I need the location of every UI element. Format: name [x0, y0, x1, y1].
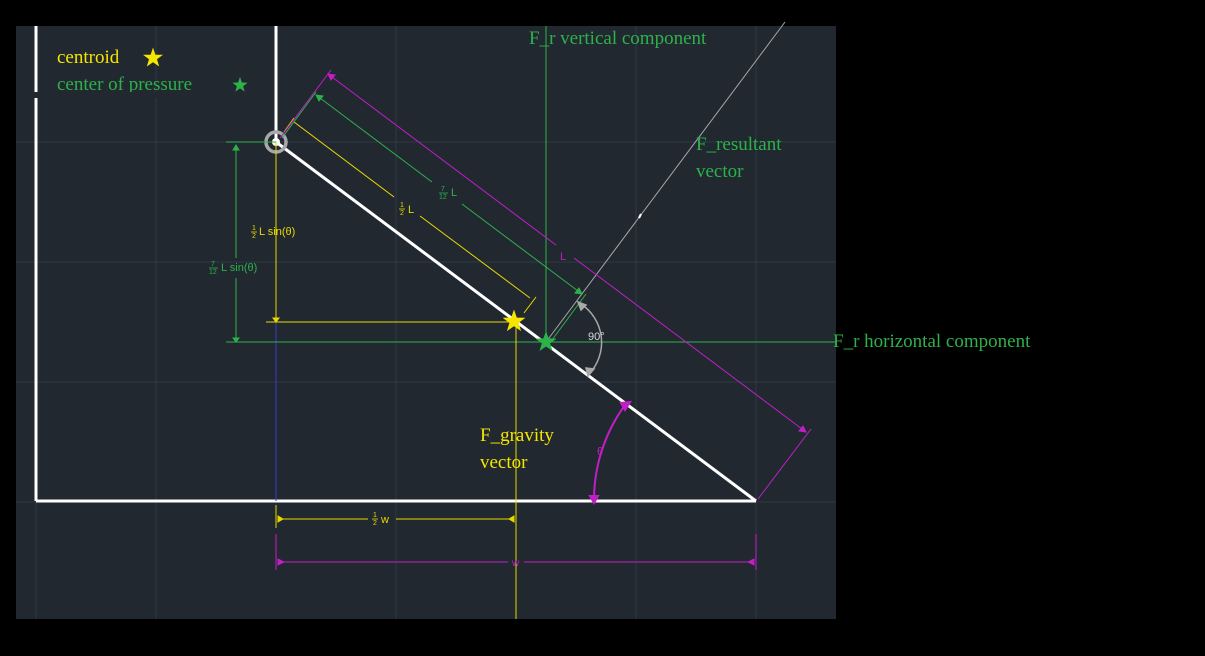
theta-label: θ — [597, 446, 603, 458]
svg-text:7: 7 — [441, 186, 445, 193]
seven-twelfths-L-dimension — [281, 91, 587, 341]
fgravity-label-line1: F_gravity — [480, 425, 554, 446]
fgravity-label-line2: vector — [480, 452, 528, 473]
fr-resultant-label-line1: F_resultant — [696, 134, 782, 155]
svg-text:12: 12 — [439, 194, 447, 201]
right-angle-arc — [576, 300, 603, 378]
svg-text:L: L — [408, 204, 414, 216]
legend-center-of-pressure-star-icon — [232, 77, 248, 92]
svg-text:2: 2 — [400, 210, 404, 217]
legend-clip — [16, 92, 266, 98]
svg-text:1: 1 — [373, 512, 377, 519]
half-L-sin-dimension — [272, 148, 280, 323]
svg-text:12: 12 — [209, 269, 217, 276]
half-L-sin-label: 1 2 L sin(θ) — [251, 225, 295, 240]
L-label: L — [560, 251, 566, 263]
svg-text:L: L — [451, 187, 457, 199]
svg-text:w: w — [380, 514, 389, 526]
svg-text:1: 1 — [400, 202, 404, 209]
center-of-pressure-star-icon — [535, 331, 557, 351]
legend-centroid-star-icon — [143, 47, 163, 67]
fr-vertical-component-label: F_r vertical component — [529, 28, 707, 49]
centroid-star-icon — [502, 309, 526, 332]
seven-twelfths-L-label: 7 12 L — [439, 186, 457, 201]
theta-arc — [588, 400, 632, 506]
svg-text:2: 2 — [373, 520, 377, 527]
svg-text:1: 1 — [252, 225, 256, 232]
fr-resultant-label-line2: vector — [696, 161, 744, 182]
legend-centroid-label: centroid — [57, 47, 120, 68]
fr-horizontal-component-label: F_r horizontal component — [833, 331, 1031, 352]
svg-text:L sin(θ): L sin(θ) — [259, 226, 295, 238]
w-label: w — [511, 558, 520, 569]
w-dimension — [275, 534, 757, 570]
seven-twelfths-L-sin-label: 7 12 L sin(θ) — [209, 261, 257, 276]
svg-text:2: 2 — [252, 233, 256, 240]
half-w-dimension — [275, 505, 515, 528]
fr-resultant-line — [545, 21, 786, 343]
fr-resultant-tick — [638, 213, 642, 219]
right-angle-label: 90° — [588, 331, 605, 343]
svg-text:7: 7 — [211, 261, 215, 268]
legend-center-of-pressure-label: center of pressure — [57, 74, 192, 95]
svg-text:L sin(θ): L sin(θ) — [221, 262, 257, 274]
half-w-label: 1 2 w — [372, 512, 389, 527]
seven-twelfths-L-sin-dimension — [226, 141, 276, 343]
L-dimension — [279, 69, 812, 500]
half-L-label: 1 2 L — [399, 202, 414, 217]
